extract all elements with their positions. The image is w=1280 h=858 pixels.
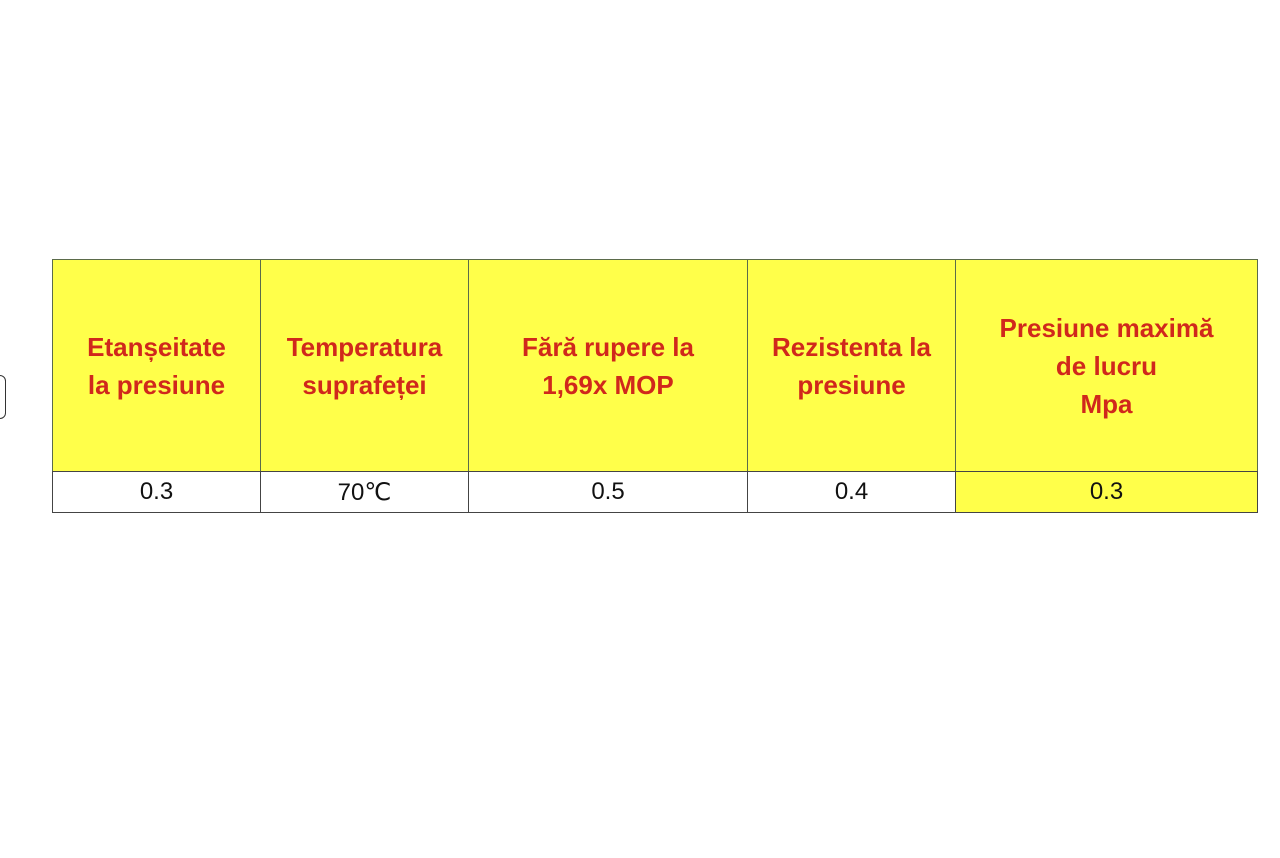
header-cell: Etanșeitate la presiune <box>52 259 261 472</box>
header-text: de lucru <box>1055 350 1158 381</box>
value-cell: 0.3 <box>52 471 261 513</box>
window-edge <box>0 375 6 419</box>
header-cell: Presiune maximă de lucru Mpa <box>955 259 1258 472</box>
header-cell: Temperatura suprafeței <box>260 259 469 472</box>
header-text: Rezistenta la <box>772 331 931 362</box>
header-text: 1,69x MOP <box>542 369 674 400</box>
header-text: Temperatura <box>286 331 443 362</box>
value-cell: 0.4 <box>747 471 956 513</box>
header-text: la presiune <box>87 369 226 400</box>
header-text: Fără rupere la <box>522 331 694 362</box>
header-cell: Fără rupere la 1,69x MOP <box>468 259 748 472</box>
header-text: Mpa <box>1080 388 1133 419</box>
header-cell: Rezistenta la presiune <box>747 259 956 472</box>
value-cell: 70℃ <box>260 471 469 513</box>
value-cell: 0.5 <box>468 471 748 513</box>
header-text: Presiune maximă <box>999 312 1214 343</box>
header-text: suprafeței <box>302 369 427 400</box>
value-cell: 0.3 <box>955 471 1258 513</box>
header-text: Etanșeitate <box>87 331 226 362</box>
header-text: presiune <box>797 369 906 400</box>
